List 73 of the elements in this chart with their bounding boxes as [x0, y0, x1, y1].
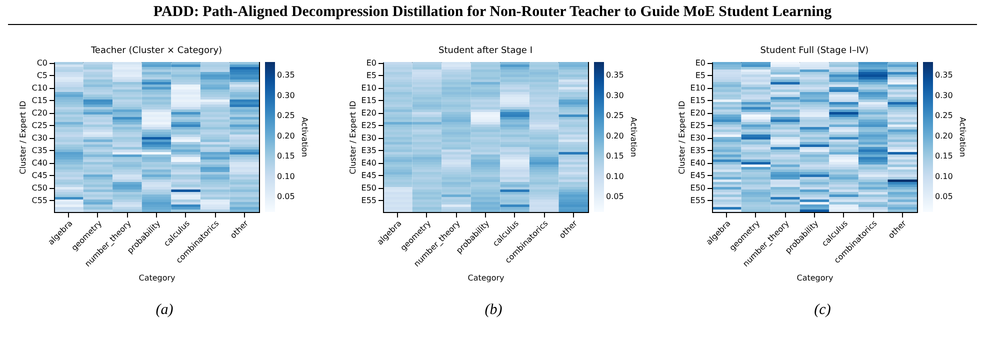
- color-bar-label: 0.10: [606, 172, 624, 181]
- y-tick-label: E10: [361, 83, 376, 92]
- color-bar-label: 0.20: [277, 131, 295, 140]
- y-tick-label: E50: [361, 183, 376, 192]
- y-tick-label: C45: [32, 170, 48, 180]
- color-bar-label: 0.25: [606, 111, 624, 120]
- y-tick-label: E25: [690, 120, 706, 130]
- x-axis-title: Category: [796, 273, 834, 282]
- y-tick-label: E20: [690, 108, 706, 118]
- color-bar-title: Activation: [300, 116, 309, 158]
- y-tick-label: E35: [690, 146, 706, 155]
- color-bar-label: 0.15: [935, 152, 953, 161]
- color-bar-label: 0.05: [606, 192, 624, 202]
- y-tick-label: E40: [361, 158, 376, 168]
- y-tick-label: E50: [690, 183, 706, 192]
- color-bar-title: Activation: [629, 116, 638, 158]
- chart-title: Student after Stage I: [438, 46, 532, 56]
- color-bar-label: 0.30: [935, 90, 953, 100]
- chart-title: Teacher (Cluster × Category): [90, 46, 222, 56]
- y-tick-label: C30: [32, 133, 48, 142]
- y-tick-label: C15: [32, 96, 48, 105]
- y-tick-label: E25: [361, 120, 376, 130]
- y-tick-label: E40: [690, 158, 706, 168]
- y-tick-label: E0: [366, 58, 376, 68]
- y-tick-label: E45: [361, 170, 376, 180]
- y-tick-label: E45: [690, 170, 706, 180]
- y-axis-title: Cluster / Expert ID: [677, 100, 686, 174]
- y-tick-label: E5: [695, 70, 706, 80]
- text: (a): [156, 302, 174, 319]
- y-axis-title: Cluster / Expert ID: [18, 100, 28, 174]
- color-bar-label: 0.30: [277, 90, 295, 100]
- y-tick-label: E0: [695, 58, 706, 68]
- color-bar-label: 0.25: [277, 111, 295, 120]
- y-tick-label: C20: [32, 108, 48, 118]
- y-tick-label: E55: [361, 196, 376, 205]
- x-axis-title: Category: [468, 273, 505, 282]
- y-tick-label: E10: [690, 83, 706, 92]
- chart-title: Student Full (Stage I–IV): [760, 46, 869, 56]
- color-bar-label: 0.05: [935, 192, 953, 202]
- x-axis-title: Category: [138, 273, 176, 282]
- y-axis-title: Cluster / Expert ID: [348, 100, 358, 174]
- y-tick-label: C25: [32, 120, 48, 130]
- color-bar-label: 0.35: [606, 70, 624, 80]
- text: (c): [814, 302, 831, 319]
- y-tick-label: C5: [36, 70, 48, 80]
- color-bar-label: 0.25: [935, 111, 953, 120]
- text: (b): [484, 302, 502, 319]
- y-tick-label: C10: [32, 83, 48, 92]
- color-bar-label: 0.10: [277, 172, 295, 181]
- y-tick-label: C35: [32, 146, 48, 155]
- text: PADD: Path-Aligned Decompression Distillation for Non-Router Teacher to Guide MoE Student Learning: [8, 0, 977, 25]
- color-bar-title: Activation: [958, 116, 967, 158]
- y-tick-label: C55: [32, 196, 48, 205]
- color-bar-label: 0.20: [935, 131, 953, 140]
- y-tick-label: E15: [690, 96, 706, 105]
- y-tick-label: E30: [361, 133, 376, 142]
- y-tick-label: E30: [690, 133, 706, 142]
- color-bar-label: 0.05: [277, 192, 295, 202]
- color-bar-label: 0.15: [606, 152, 624, 161]
- y-tick-label: E15: [361, 96, 376, 105]
- y-tick-label: E20: [361, 108, 376, 118]
- color-bar-label: 0.15: [277, 152, 295, 161]
- y-tick-label: E55: [690, 196, 706, 205]
- y-tick-label: C50: [32, 183, 48, 192]
- y-tick-label: C0: [36, 58, 48, 68]
- color-bar-label: 0.20: [606, 131, 624, 140]
- y-tick-label: E35: [361, 146, 376, 155]
- color-bar-label: 0.35: [935, 70, 953, 80]
- y-tick-label: E5: [366, 70, 376, 80]
- y-tick-label: C40: [32, 158, 48, 168]
- color-bar-label: 0.30: [606, 90, 624, 100]
- color-bar-label: 0.10: [935, 172, 953, 181]
- color-bar-label: 0.35: [277, 70, 295, 80]
